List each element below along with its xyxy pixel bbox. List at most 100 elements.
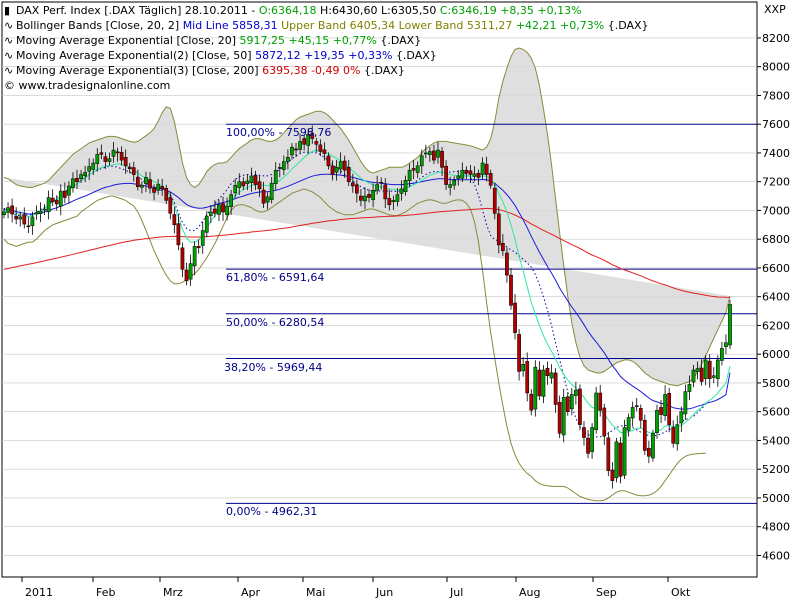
y-tick-label: 7600 xyxy=(762,118,790,131)
candle xyxy=(638,404,643,429)
candle xyxy=(148,172,152,194)
candle xyxy=(476,169,481,186)
candle xyxy=(724,334,728,355)
fibonacci-label: 100,00% - 7598,76 xyxy=(226,126,332,140)
line-icon: ∿ xyxy=(4,49,14,62)
candle xyxy=(131,161,136,182)
candle xyxy=(42,203,47,216)
candle xyxy=(79,169,83,183)
high-value: H:6430,60 xyxy=(320,4,378,17)
candle xyxy=(257,175,262,197)
candle xyxy=(509,267,513,310)
candle xyxy=(488,169,493,189)
candle xyxy=(359,189,363,207)
candle xyxy=(302,134,306,151)
candle xyxy=(188,254,193,286)
candle xyxy=(622,419,627,479)
candle xyxy=(399,180,404,201)
candle xyxy=(176,214,181,251)
candle xyxy=(326,152,331,170)
candle xyxy=(634,398,639,412)
x-tick-label: Sep xyxy=(596,586,617,599)
candle xyxy=(472,166,477,182)
candle xyxy=(261,181,266,208)
candle xyxy=(192,241,197,276)
candle xyxy=(667,387,672,433)
candle xyxy=(290,143,294,160)
candle xyxy=(618,437,623,484)
candle xyxy=(363,187,367,210)
candle xyxy=(553,368,558,413)
candle xyxy=(213,200,217,218)
bollinger-upper-band-line xyxy=(3,47,731,387)
y-tick-label: 4600 xyxy=(762,549,790,562)
legend-row-price: ▮ DAX Perf. Index [.DAX Täglich] 28.10.20… xyxy=(4,3,649,18)
fibonacci-label: 38,20% - 5969,44 xyxy=(224,360,323,374)
candle xyxy=(541,365,546,404)
candle xyxy=(411,160,416,180)
candle xyxy=(34,205,39,220)
candle xyxy=(561,388,566,443)
candle xyxy=(440,147,444,177)
candle xyxy=(67,181,71,204)
candle xyxy=(492,182,497,220)
ema20-symbol: {.DAX} xyxy=(380,34,422,47)
candle xyxy=(318,139,323,156)
candle xyxy=(322,142,327,161)
candle xyxy=(464,166,469,180)
candles xyxy=(2,125,732,489)
candle xyxy=(91,158,96,176)
candle xyxy=(269,176,274,204)
candle xyxy=(387,189,392,211)
bb-mid: Mid Line 5858,31 xyxy=(182,19,278,32)
candle xyxy=(6,202,10,219)
candle xyxy=(671,420,676,448)
candle xyxy=(22,207,27,229)
x-tick-label: Mrz xyxy=(163,586,183,599)
candle xyxy=(115,147,120,162)
candle xyxy=(229,189,233,215)
candle xyxy=(586,429,590,459)
ema-200-line xyxy=(3,207,731,298)
candle xyxy=(383,178,388,208)
candle xyxy=(407,163,412,188)
bb-upper: Upper Band 6405,34 xyxy=(281,19,396,32)
candle xyxy=(663,385,667,421)
candle xyxy=(545,361,550,385)
candle xyxy=(123,149,128,174)
bollinger-lower-band-line xyxy=(3,188,706,502)
exchange-label: XXP xyxy=(764,3,786,16)
candle xyxy=(484,156,489,182)
ema200-value: 6395,38 -0,49 0% xyxy=(262,64,361,77)
candle xyxy=(606,431,611,477)
candle-icon: ▮ xyxy=(4,4,11,17)
candle xyxy=(330,160,335,181)
candle xyxy=(277,163,282,178)
candle xyxy=(642,414,647,455)
y-tick-label: 8000 xyxy=(762,61,790,74)
candle xyxy=(95,148,100,172)
candle xyxy=(103,152,108,169)
bb-change: +42,21 +0,73% xyxy=(515,19,605,32)
candle xyxy=(355,179,359,203)
y-tick-label: 6400 xyxy=(762,291,790,304)
y-tick-label: 5400 xyxy=(762,434,790,447)
candle xyxy=(610,462,615,489)
candle xyxy=(144,171,148,193)
candle xyxy=(172,207,177,234)
candle xyxy=(99,144,104,160)
ema200-label: Moving Average Exponential(3) [Close, 20… xyxy=(16,64,259,77)
candle xyxy=(675,415,680,451)
candle xyxy=(298,133,302,154)
x-axis: 2011 Feb Mrz Apr Mai Jun Jul Aug Sep Okt xyxy=(21,577,691,599)
candle xyxy=(54,195,59,211)
candle xyxy=(156,178,160,195)
line-icon: ∿ xyxy=(4,34,14,47)
x-tick-label: Jul xyxy=(449,586,463,599)
y-tick-label: 5600 xyxy=(762,406,790,419)
bb-label: Bollinger Bands [Close, 20, 2] xyxy=(16,19,180,32)
candle xyxy=(314,137,319,153)
candle xyxy=(582,421,586,446)
y-tick-label: 5000 xyxy=(762,492,790,505)
fibonacci-label: 0,00% - 4962,31 xyxy=(226,505,318,519)
